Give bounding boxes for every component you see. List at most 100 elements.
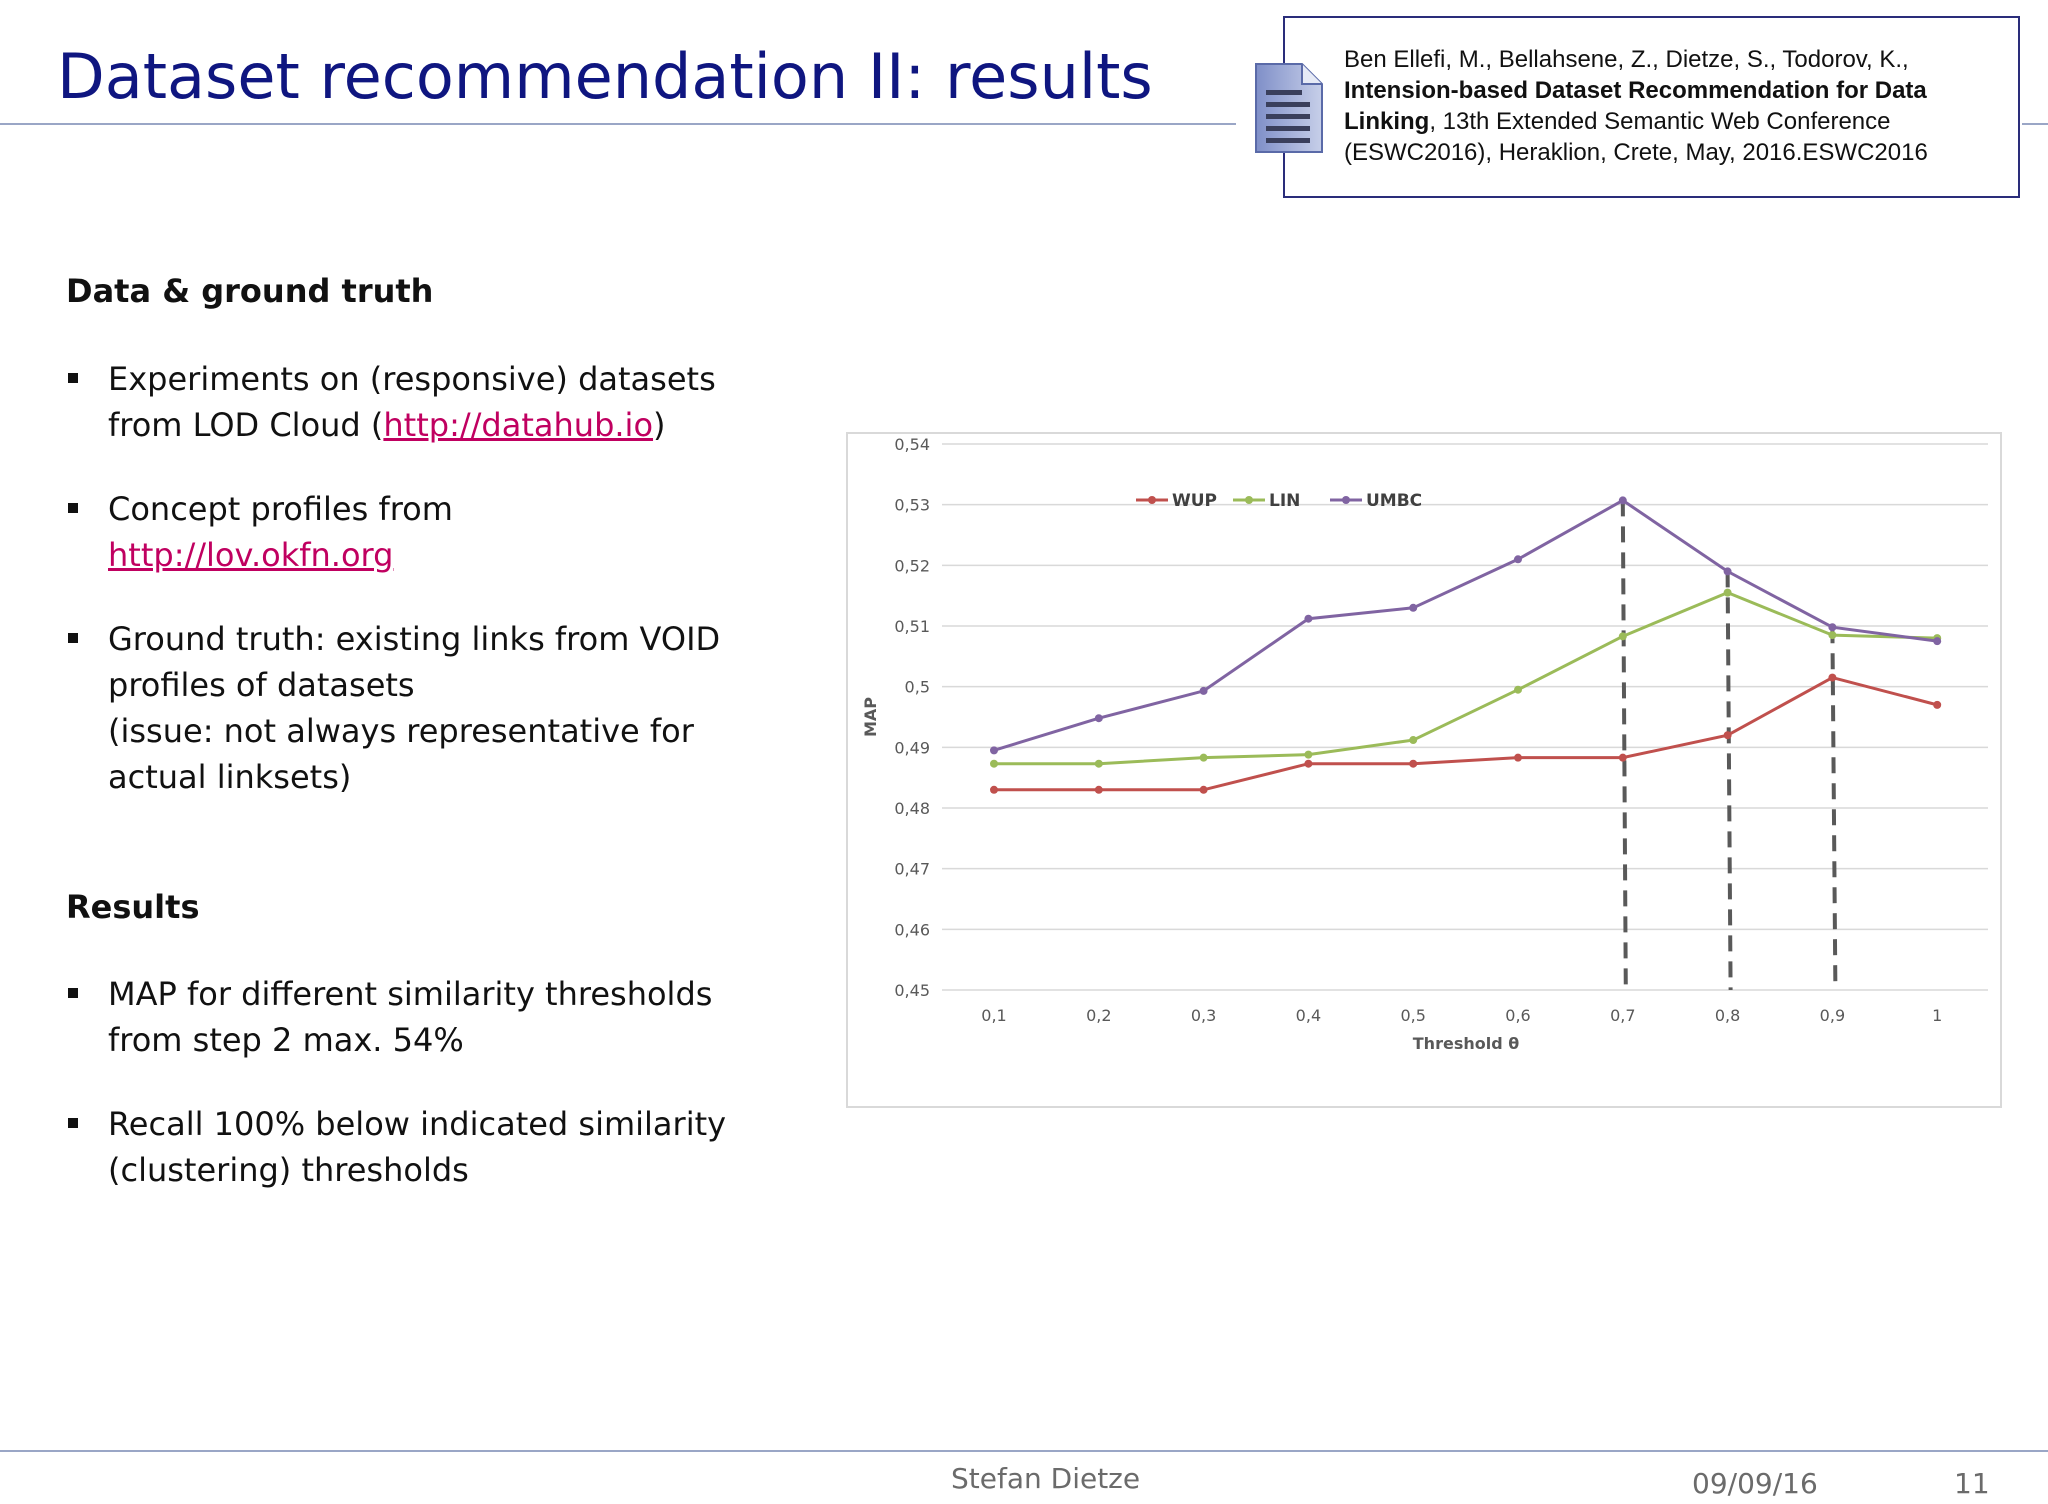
bullet-map: MAP for different similarity thresholds …	[66, 971, 712, 1063]
datahub-link[interactable]: http://datahub.io	[383, 406, 654, 444]
dashed-threshold-line	[1725, 571, 1733, 991]
data-point-lin	[1094, 759, 1103, 768]
bullet-square-icon	[68, 373, 78, 383]
bullet-ground-truth: Ground truth: existing links from VOID p…	[66, 616, 720, 800]
y-tick-label: 0,52	[894, 556, 930, 575]
bullet-text-line: Concept profiles from	[108, 490, 453, 528]
data-point-lin	[990, 759, 998, 768]
data-point-wup	[1618, 753, 1627, 762]
reference-venue-line2: , 13th Extended Semantic Web Conference	[1429, 108, 1891, 135]
bullet-square-icon	[68, 503, 78, 513]
bullet-text-line: Experiments on (responsive) datasets	[108, 360, 716, 398]
y-tick-label: 0,5	[905, 678, 930, 697]
bullet-text-line: (issue: not always representative for	[108, 712, 694, 750]
y-tick-label: 0,49	[894, 738, 930, 757]
x-tick-label: 0,3	[1191, 1006, 1216, 1025]
data-point-wup	[1828, 673, 1837, 682]
data-point-umbc	[1304, 614, 1313, 623]
data-point-umbc	[1514, 555, 1522, 564]
bullet-square-icon	[68, 1118, 78, 1128]
reference-authors: Ben Ellefi, M., Bellahsene, Z., Dietze, …	[1344, 46, 1909, 73]
legend-swatch-marker	[1245, 496, 1253, 504]
data-point-umbc	[1199, 686, 1208, 695]
legend-label: WUP	[1172, 491, 1217, 511]
data-point-lin	[1618, 632, 1627, 641]
map-line-chart: 0,54 0,53 0,52 0,51 0,5 0,49 0,48 0,47 0,46 0,45 0…	[861, 435, 1988, 1053]
y-axis-title: MAP	[861, 697, 880, 737]
section-heading-results: Results	[66, 888, 200, 926]
bullet-text-line: actual linksets)	[108, 758, 352, 796]
bullet-experiments: Experiments on (responsive) datasets fro…	[66, 356, 716, 448]
title-divider	[0, 123, 1236, 125]
bullet-square-icon	[68, 988, 78, 998]
data-point-umbc	[1723, 567, 1732, 576]
data-point-umbc	[1094, 714, 1103, 723]
bullet-text-line: profiles of datasets	[108, 666, 415, 704]
bullet-text-pre: from LOD Cloud (	[108, 406, 384, 444]
x-tick-label: 0,9	[1820, 1006, 1845, 1025]
data-point-umbc	[1618, 496, 1627, 505]
y-tick-label: 0,46	[894, 920, 930, 939]
x-tick-label: 0,2	[1086, 1006, 1111, 1025]
series-line-umbc	[993, 498, 1938, 752]
data-point-umbc	[1828, 623, 1837, 632]
data-point-lin	[1828, 631, 1837, 640]
title-divider-right	[2022, 123, 2048, 125]
data-point-lin	[1199, 753, 1208, 762]
chart-frame	[846, 432, 2002, 1108]
reference-text: Ben Ellefi, M., Bellahsene, Z., Dietze, …	[1344, 44, 2014, 168]
legend-label: UMBC	[1366, 491, 1422, 511]
footer-date: 09/09/16	[1692, 1467, 1818, 1500]
x-tick-label: 0,7	[1610, 1006, 1635, 1025]
reference-box	[1283, 16, 2020, 198]
bullet-text-line: (clustering) thresholds	[108, 1151, 469, 1189]
reference-venue-line3: (ESWC2016), Heraklion, Crete, May, 2016.…	[1344, 139, 1928, 166]
data-point-wup	[1094, 785, 1103, 794]
legend-swatch-marker	[1148, 496, 1156, 504]
bullet-text-post: )	[653, 406, 666, 444]
data-point-lin	[1514, 685, 1522, 694]
legend-swatch-marker	[1342, 496, 1350, 504]
data-point-lin	[1723, 588, 1732, 597]
reference-title-line2: Linking	[1344, 108, 1430, 135]
bullet-text-line: MAP for different similarity thresholds	[108, 975, 713, 1013]
y-tick-label: 0,51	[894, 617, 930, 636]
dashed-threshold-line	[1830, 627, 1838, 991]
bullet-square-icon	[68, 633, 78, 643]
footer-author: Stefan Dietze	[951, 1462, 1141, 1495]
reference-title-line1: Intension-based Dataset Recommendation f…	[1344, 77, 1927, 104]
lov-link[interactable]: http://lov.okfn.org	[108, 536, 394, 574]
bullet-text-line: from step 2 max. 54%	[108, 1021, 464, 1059]
page-title: Dataset recommendation II: results	[57, 40, 1153, 113]
dashed-threshold-line	[1620, 500, 1628, 991]
data-point-umbc	[1933, 637, 1942, 646]
data-point-wup	[1723, 731, 1732, 740]
x-tick-label: 0,1	[981, 1006, 1006, 1025]
bullet-concept-profiles: Concept profiles from http://lov.okfn.or…	[66, 486, 453, 578]
data-point-lin	[1409, 736, 1418, 745]
data-point-umbc	[1409, 603, 1418, 612]
data-point-wup	[1933, 700, 1942, 709]
y-tick-label: 0,45	[894, 981, 930, 1000]
data-point-wup	[1409, 759, 1418, 768]
x-tick-label: 0,8	[1715, 1006, 1740, 1025]
data-point-wup	[1304, 759, 1313, 768]
data-point-wup	[990, 785, 998, 794]
y-tick-label: 0,48	[894, 799, 930, 818]
data-point-lin	[1304, 750, 1313, 759]
footer-page-number: 11	[1954, 1467, 1990, 1500]
series-line-lin	[994, 591, 1938, 766]
data-point-wup	[1514, 753, 1522, 762]
bullet-text-line: Recall 100% below indicated similarity	[108, 1105, 727, 1143]
document-icon	[1255, 63, 1323, 153]
y-tick-label: 0,53	[894, 496, 930, 515]
legend-label: LIN	[1269, 491, 1300, 511]
y-tick-label: 0,47	[894, 860, 930, 879]
series-line-wup	[994, 675, 1938, 792]
x-tick-label: 0,6	[1505, 1006, 1530, 1025]
x-tick-label: 0,5	[1400, 1006, 1425, 1025]
x-axis-title: Threshold θ	[1413, 1034, 1519, 1053]
x-tick-label: 0,4	[1296, 1006, 1321, 1025]
bullet-recall: Recall 100% below indicated similarity (…	[66, 1101, 726, 1193]
y-tick-label: 0,54	[894, 435, 930, 454]
